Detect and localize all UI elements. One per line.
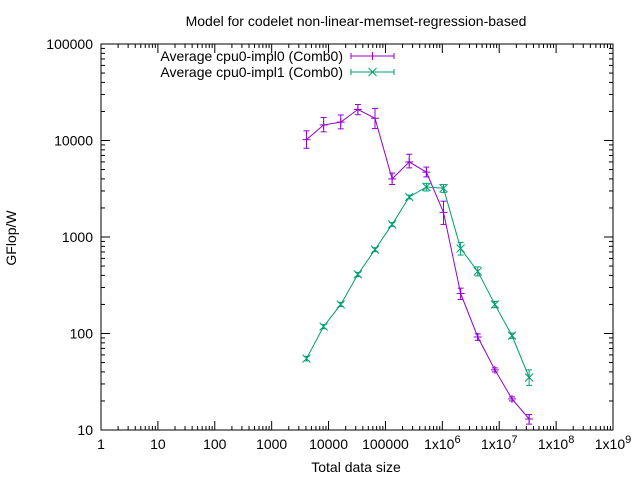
plot-frame <box>100 43 614 431</box>
data-point <box>422 182 431 192</box>
marker-stroke <box>507 331 517 341</box>
x-axis: 1 10 100 1000 10000 100000 1x106 1x107 1x108 1x10… <box>97 44 631 452</box>
data-point <box>302 354 311 363</box>
x-tick-label-exponent: 6 <box>454 434 460 446</box>
x-tick-label-exponent: 9 <box>625 434 631 446</box>
x-tick-label: 10 <box>150 436 166 452</box>
legend: Average cpu0-impl0 (Comb0)Average cpu0-i… <box>160 48 395 80</box>
y-tick-label: 10 <box>77 422 93 438</box>
legend-label: Average cpu0-impl0 (Comb0) <box>160 48 343 64</box>
series-line <box>306 108 530 420</box>
data-point <box>473 332 482 341</box>
x-tick-label: 1000 <box>256 436 287 452</box>
data-point <box>353 105 362 114</box>
marker-stroke <box>368 67 377 77</box>
data-point <box>439 183 448 193</box>
x-tick-label-exponent: 7 <box>511 434 517 446</box>
legend-marker <box>368 52 377 60</box>
marker-stroke <box>353 270 363 279</box>
legend-label: Average cpu0-impl1 (Comb0) <box>160 64 343 80</box>
series-line <box>306 186 530 378</box>
data-point <box>524 373 534 382</box>
data-point <box>456 289 465 298</box>
marker-stroke <box>319 322 328 331</box>
data-point <box>508 394 517 403</box>
data-point <box>490 300 500 309</box>
y-tick-label: 10000 <box>54 133 93 149</box>
x-tick-label-base: 10000 <box>309 436 348 452</box>
x-tick-label: 1x108 <box>538 434 574 452</box>
x-tick-label-base: 1000 <box>256 436 287 452</box>
plot-area <box>100 43 614 431</box>
data-point <box>490 365 499 374</box>
data-point <box>422 168 431 177</box>
x-tick-label-exponent: 8 <box>568 434 574 446</box>
legend-item-1: Average cpu0-impl1 (Comb0) <box>160 64 395 80</box>
marker-stroke <box>456 244 465 253</box>
chart-title: Model for codelet non-linear-memset-regr… <box>186 13 527 29</box>
x-tick-label: 100000 <box>362 436 409 452</box>
y-axis-label: GFlop/W <box>3 210 19 266</box>
y-axis: 10 100 1000 10000 100000 <box>46 36 613 438</box>
data-point <box>404 192 414 202</box>
marker-stroke <box>473 267 483 276</box>
x-tick-label-base: 1x10 <box>424 436 455 452</box>
x-tick-label-base: 10 <box>150 436 166 452</box>
data-point <box>336 300 346 309</box>
data-point <box>473 267 483 276</box>
legend-item-0: Average cpu0-impl0 (Comb0) <box>160 48 395 64</box>
x-tick-label-base: 1x10 <box>481 436 512 452</box>
x-tick-label-base: 100000 <box>362 436 409 452</box>
y-tick-label: 100 <box>70 326 94 342</box>
marker-stroke <box>302 354 311 363</box>
x-tick-label: 1 <box>97 436 105 452</box>
data-point <box>388 174 397 183</box>
y-tick-label: 100000 <box>46 36 93 52</box>
x-tick-label-base: 1 <box>97 436 105 452</box>
x-tick-label: 1x107 <box>481 434 517 452</box>
series-layer <box>302 104 534 425</box>
data-point <box>319 120 328 129</box>
x-tick-label: 10000 <box>309 436 348 452</box>
x-tick-label-base: 1x10 <box>538 436 569 452</box>
data-point <box>387 220 397 229</box>
data-point <box>439 208 448 217</box>
data-point <box>371 114 380 123</box>
x-tick-label: 100 <box>203 436 227 452</box>
legend-marker <box>368 67 377 77</box>
marker-stroke <box>370 245 380 254</box>
data-point <box>353 270 363 279</box>
data-point <box>370 245 380 254</box>
marker-stroke <box>336 300 346 309</box>
data-point <box>405 157 414 166</box>
marker-stroke <box>422 182 431 192</box>
marker-stroke <box>404 192 414 202</box>
series-1 <box>302 182 534 386</box>
marker-stroke <box>387 220 397 229</box>
marker-stroke <box>524 373 534 382</box>
x-tick-label-base: 1x10 <box>595 436 626 452</box>
series-0 <box>302 104 534 425</box>
data-point <box>525 415 534 424</box>
data-point <box>456 244 465 253</box>
y-tick-label: 1000 <box>62 229 93 245</box>
data-point <box>302 135 311 144</box>
marker-stroke <box>490 300 500 309</box>
data-point <box>507 331 517 341</box>
marker-stroke <box>439 183 448 193</box>
x-tick-label: 1x106 <box>424 434 460 452</box>
data-point <box>336 118 345 127</box>
x-tick-label: 1x109 <box>595 434 631 452</box>
x-tick-label-base: 100 <box>203 436 227 452</box>
x-axis-label: Total data size <box>311 459 401 475</box>
data-point <box>319 322 328 331</box>
